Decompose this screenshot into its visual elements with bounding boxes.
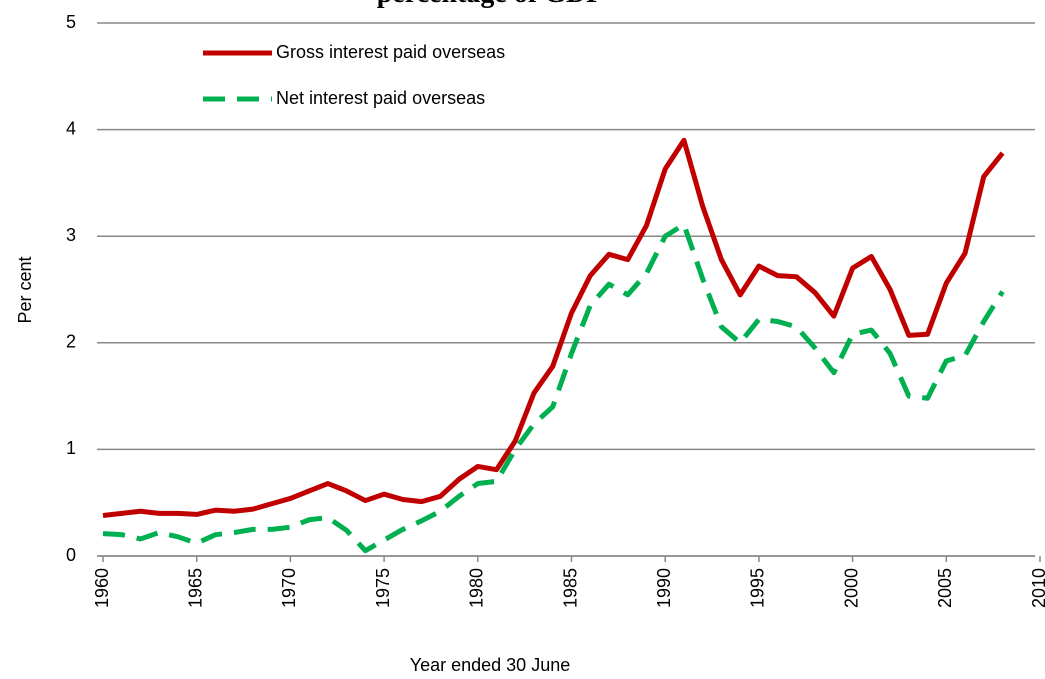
legend-label: Net interest paid overseas: [276, 88, 485, 108]
x-tick-label: 1965: [185, 568, 205, 608]
x-tick-label: 1990: [654, 568, 674, 608]
x-tick-label: 1995: [748, 568, 768, 608]
data-line: [102, 137, 1005, 518]
x-tick-label: 2010: [1029, 568, 1045, 608]
x-tick-label: 1970: [279, 568, 299, 608]
y-tick-label: 5: [66, 12, 76, 32]
x-tick-label: 1985: [560, 568, 580, 608]
y-tick-label: 4: [66, 118, 76, 138]
x-tick-label: 2000: [841, 568, 861, 608]
y-tick-label: 3: [66, 225, 76, 245]
x-tick-label: 1960: [92, 568, 112, 608]
y-tick-label: 1: [66, 438, 76, 458]
y-axis-label: Per cent: [15, 256, 35, 323]
legend-label: Gross interest paid overseas: [276, 42, 505, 62]
x-tick-label: 2005: [935, 568, 955, 608]
chart-title: percentage of GDP: [377, 0, 604, 9]
y-tick-label: 2: [66, 332, 76, 352]
x-tick-label: 1975: [373, 568, 393, 608]
data-line: [102, 221, 1005, 554]
x-tick-label: 1980: [467, 568, 487, 608]
y-tick-label: 0: [66, 545, 76, 565]
x-axis-label: Year ended 30 June: [410, 655, 570, 675]
